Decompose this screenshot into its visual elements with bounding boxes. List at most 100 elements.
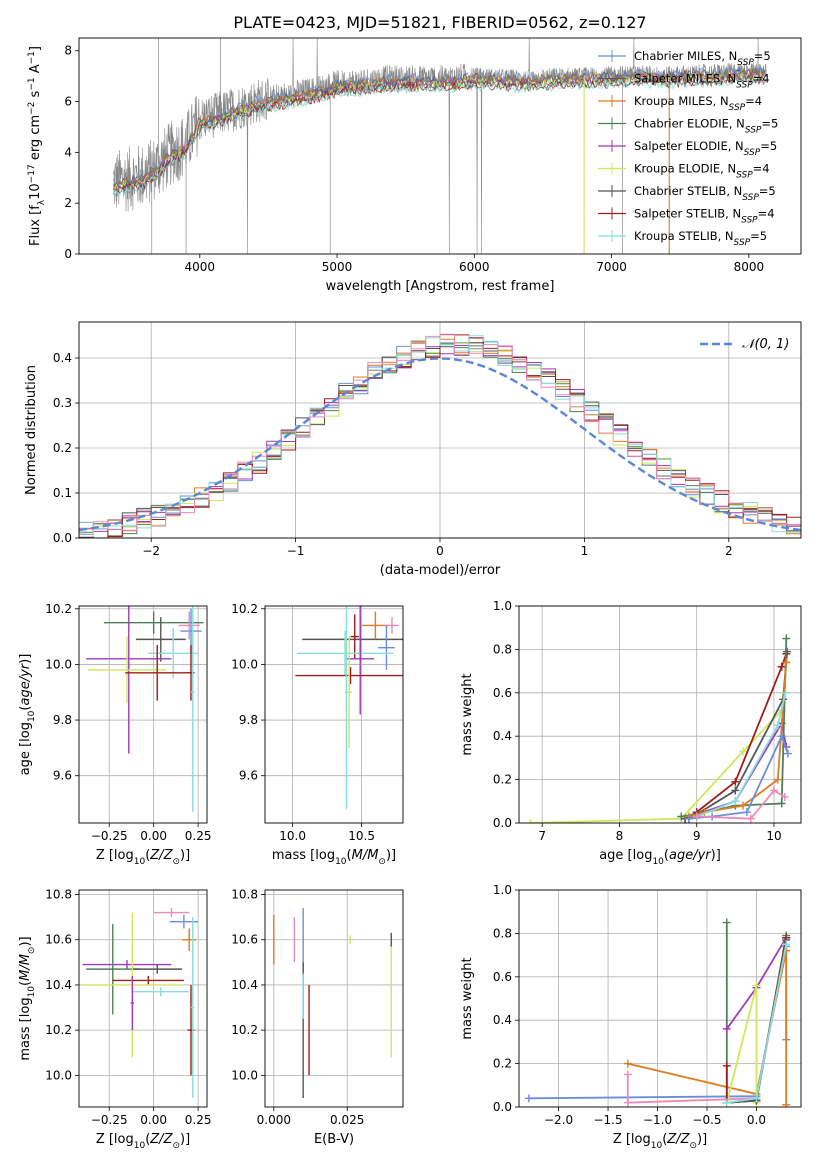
y-tick-label: 10.6	[231, 933, 258, 947]
y-tick-label: 10.6	[45, 933, 72, 947]
x-axis-label: mass [log10(M/M⊙)]	[272, 848, 396, 867]
y-tick-label: 9.8	[239, 713, 258, 727]
y-tick-label: 0.4	[493, 729, 512, 743]
plot-area	[295, 606, 403, 810]
weight-marker	[623, 1098, 632, 1107]
weight-marker	[623, 1070, 632, 1079]
y-tick-label: 9.6	[53, 769, 72, 783]
weight-marker	[781, 688, 790, 697]
x-tick-label: −2.0	[544, 1113, 573, 1127]
y-tick-label: 10.0	[45, 1068, 72, 1082]
error-bar-point	[378, 625, 395, 670]
x-tick-label: 10	[766, 829, 781, 843]
legend-label: Salpeter STELIB, NSSP=4	[634, 207, 775, 226]
weight-marker	[752, 981, 761, 990]
y-axis-label: age [log10(age/yr)]	[18, 654, 37, 776]
x-axis-label: Z [log10(Z/Z⊙)]	[96, 848, 190, 867]
x-axis-label: age [log10(age/yr)]	[599, 848, 721, 867]
weight-line-8	[696, 692, 787, 818]
y-tick-label: 10.2	[231, 602, 258, 616]
error-bar-point	[361, 611, 390, 640]
x-axis-label: (data-model)/error	[380, 563, 501, 578]
weight-marker	[773, 721, 782, 730]
y-tick-label: 0.3	[53, 396, 72, 410]
y-tick-label: 10.8	[231, 888, 258, 902]
x-tick-label: 7000	[596, 260, 627, 274]
y-tick-label: 0.1	[53, 486, 72, 500]
y-axis-label: mass weight	[460, 957, 475, 1039]
weight-marker	[777, 732, 786, 741]
legend-label: Kroupa ELODIE, NSSP=4	[634, 162, 770, 181]
weight-marker	[782, 940, 791, 949]
y-tick-label: 10.8	[45, 888, 72, 902]
error-bar-point	[153, 908, 190, 918]
x-tick-label: 10.5	[348, 829, 375, 843]
plot-area	[524, 918, 791, 1107]
weight-marker	[780, 792, 789, 801]
weight-marker	[677, 812, 686, 821]
x-tick-label: 0.00	[140, 1113, 167, 1127]
weight-marker	[722, 1024, 731, 1033]
weight-marker	[783, 749, 792, 758]
weight-marker	[769, 786, 778, 795]
x-tick-label: −0.25	[91, 1113, 128, 1127]
x-tick-label: 0.0	[747, 1113, 766, 1127]
y-axis-label: Normed distribution	[24, 365, 39, 495]
axes-frame	[518, 605, 802, 824]
x-tick-label: 6000	[459, 260, 490, 274]
x-tick-label: −0.25	[91, 829, 128, 843]
legend-label: 𝒩(0, 1)	[742, 337, 789, 352]
x-tick-label: 9	[693, 829, 701, 843]
x-tick-label: −1.5	[593, 1113, 622, 1127]
weight-marker	[773, 775, 782, 784]
axes-frame	[78, 605, 208, 824]
weight-marker	[526, 819, 535, 823]
panel-weight_vs_Z: −2.0 −1.5 −1.0 −0.5 0.0 0.0 0.2 0.4 0.6 0.8 1.0 Z […	[460, 883, 802, 1151]
weight-marker	[777, 799, 786, 808]
y-tick-label: 0.8	[493, 642, 512, 656]
x-tick-label: 5000	[322, 260, 353, 274]
plot-area	[82, 908, 199, 1098]
error-bar-point	[82, 960, 172, 970]
legend-label: Chabrier MILES, NSSP=5	[634, 49, 771, 68]
y-tick-label: 0.4	[53, 351, 72, 365]
weight-marker	[731, 786, 740, 795]
weight-marker	[746, 814, 755, 823]
axes-frame	[78, 37, 802, 255]
x-tick-label: 10.0	[279, 829, 306, 843]
x-tick-label: 0.00	[140, 829, 167, 843]
panel-age_vs_Z: −0.25 0.00 0.25 9.6 9.8 10.0 10.2 Z [log10(Z/Z⊙…	[18, 602, 211, 867]
weight-marker	[752, 1094, 761, 1103]
y-axis-label: mass [log10(M/M⊙)]	[18, 936, 37, 1060]
weight-marker	[731, 797, 740, 806]
legend-label: Chabrier ELODIE, NSSP=5	[634, 117, 778, 136]
error-bar-point	[345, 606, 348, 810]
error-bar-point	[87, 636, 167, 704]
error-bar-point	[132, 987, 190, 997]
x-tick-label: −1.0	[643, 1113, 672, 1127]
plot-area	[526, 634, 792, 823]
panel-mass_vs_Z: −0.25 0.00 0.25 10.0 10.2 10.4 10.6 10.8 Z [log1…	[18, 888, 211, 1151]
residual-histogram-9	[79, 333, 801, 531]
axes-frame	[518, 889, 802, 1108]
error-bar-point	[191, 917, 195, 1098]
error-bar-point	[103, 611, 204, 634]
y-tick-label: 6	[64, 95, 72, 109]
y-tick-label: 1.0	[493, 883, 512, 897]
plot-area	[273, 908, 392, 1098]
legend-label: Kroupa STELIB, NSSP=5	[634, 229, 767, 248]
y-tick-label: 9.6	[239, 769, 258, 783]
x-axis-label: Z [log10(Z/Z⊙)]	[613, 1132, 707, 1151]
y-tick-label: 0.2	[493, 1057, 512, 1071]
x-tick-label: 8000	[734, 260, 765, 274]
x-axis-label: E(B-V)	[314, 1132, 354, 1147]
y-tick-label: 10.4	[231, 978, 258, 992]
model-spectrum-7	[112, 74, 766, 192]
y-tick-label: 0.2	[53, 441, 72, 455]
weight-line-9	[696, 789, 786, 820]
residual-histogram-8	[79, 335, 801, 533]
error-bar-point	[191, 606, 195, 812]
plot-area	[86, 606, 204, 812]
error-bar-point	[86, 923, 140, 1015]
